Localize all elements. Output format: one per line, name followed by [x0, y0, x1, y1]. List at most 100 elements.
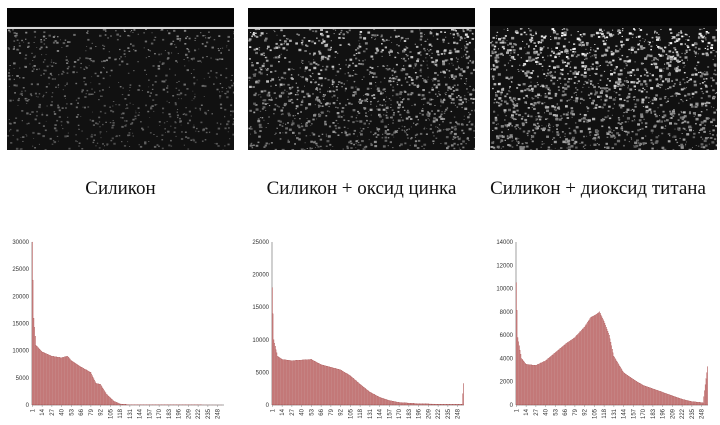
histogram-bar: [401, 402, 403, 406]
histogram-bar: [309, 359, 311, 406]
histogram-bar: [555, 351, 557, 406]
histogram-bar: [297, 360, 299, 406]
histogram-bar: [597, 312, 599, 406]
histogram-bar: [98, 383, 100, 406]
histogram-bar: [372, 393, 374, 406]
histogram-bar: [358, 382, 359, 406]
histogram-bar: [692, 401, 693, 406]
histogram-bar: [638, 382, 639, 406]
histogram-bar: [632, 379, 634, 406]
histogram-bar: [633, 379, 635, 406]
histogram-bar: [596, 314, 597, 406]
histogram-bar: [88, 371, 89, 406]
histogram-bar: [530, 364, 531, 406]
histogram-bar: [109, 397, 111, 406]
histogram-bar: [581, 329, 583, 406]
histogram-bar: [643, 385, 645, 406]
histogram-bar: [526, 364, 528, 406]
histogram-bar: [572, 339, 573, 406]
histogram-bar: [298, 360, 299, 406]
y-tick-label: 10000: [12, 349, 29, 355]
histogram-bar: [64, 356, 66, 406]
x-tick-label: 79: [573, 408, 579, 415]
x-tick-label: 1: [30, 408, 36, 412]
x-tick-label: 235: [446, 408, 452, 419]
histogram-bar: [99, 384, 101, 406]
x-tick-label: 53: [309, 408, 315, 415]
y-tick-label: 2000: [500, 380, 514, 386]
histogram-bar: [447, 404, 449, 406]
histogram-bar: [346, 373, 348, 406]
histogram-bar: [562, 346, 564, 406]
histogram-bar: [367, 390, 368, 406]
histogram-silicone: 0 5000 10000 15000 20000 25000 30000 1 14 27 40 53 6…: [0, 230, 232, 425]
histogram-bar: [450, 404, 452, 406]
histogram-bar: [523, 361, 525, 406]
histogram-bar: [100, 384, 101, 406]
y-tick-label: 12000: [496, 263, 513, 269]
y-tick-label: 0: [266, 403, 270, 409]
histogram-bar: [105, 392, 107, 406]
histogram-bar: [457, 404, 458, 406]
histogram-bar: [609, 338, 611, 406]
x-tick-label: 157: [387, 408, 393, 419]
histogram-bar: [424, 403, 426, 406]
histogram-bar: [44, 353, 46, 406]
histogram-bar: [394, 401, 396, 406]
histogram-bar: [361, 385, 363, 406]
histogram-bar: [76, 364, 78, 406]
histogram-bar: [533, 365, 534, 406]
histogram-bar: [451, 404, 452, 406]
histogram-bar: [74, 362, 76, 406]
histogram-bar: [537, 364, 539, 406]
histogram-bar: [419, 403, 421, 406]
x-tick-label: 235: [206, 408, 212, 419]
histogram-bar: [644, 385, 646, 406]
histogram-bar: [585, 324, 587, 406]
histogram-bar: [650, 387, 651, 406]
histogram-bar: [623, 372, 624, 406]
histogram-bar: [398, 402, 400, 406]
histogram-bar: [665, 393, 666, 406]
x-tick-label: 131: [128, 408, 134, 419]
histogram-bar: [689, 401, 691, 406]
histogram-bar: [371, 393, 373, 406]
histogram-bar: [34, 327, 35, 406]
histogram-bar: [454, 404, 456, 406]
x-tick-label: 40: [300, 408, 306, 415]
histogram-bar: [402, 402, 404, 406]
histogram-bar: [70, 360, 72, 406]
histogram-bar: [608, 335, 610, 406]
histogram-bar: [550, 356, 552, 406]
histogram-bar: [425, 403, 427, 406]
y-tick-label: 4000: [500, 356, 514, 362]
x-tick-label: 144: [138, 408, 144, 419]
histogram-bar: [52, 356, 54, 406]
histogram-bar: [283, 359, 284, 406]
histogram-bar: [443, 404, 445, 406]
histogram-bar: [64, 356, 65, 406]
histogram-bar: [66, 356, 68, 406]
histogram-bar: [70, 359, 71, 406]
histogram-bar: [568, 341, 570, 406]
histogram-bar: [83, 368, 85, 406]
histogram-bar: [293, 360, 295, 406]
histogram-bar: [690, 401, 692, 406]
histogram-bar: [516, 310, 518, 406]
histogram-bar: [699, 402, 701, 406]
histogram-bar: [299, 360, 301, 406]
histogram-bar: [350, 376, 352, 406]
histogram-bar: [378, 396, 380, 406]
histogram-bar: [47, 354, 49, 406]
histogram-bar: [71, 360, 73, 406]
histogram-bar: [351, 376, 353, 406]
histogram-bar: [558, 349, 560, 406]
histogram-bar: [349, 375, 350, 406]
x-tick-label: 105: [108, 408, 114, 419]
x-tick-label: 222: [436, 408, 442, 419]
histogram-bar: [280, 358, 282, 406]
histogram-bar: [698, 402, 699, 406]
histogram-bar: [542, 362, 543, 406]
histogram-bar: [619, 366, 621, 406]
histogram-bar: [110, 398, 112, 406]
